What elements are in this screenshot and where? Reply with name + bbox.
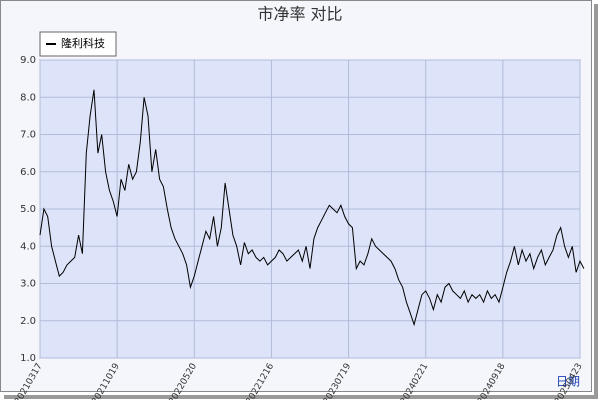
- y-tick-label: 4.0: [20, 241, 36, 252]
- y-tick-label: 1.0: [20, 353, 36, 364]
- y-tick-label: 5.0: [20, 204, 36, 215]
- y-tick-label: 9.0: [20, 55, 36, 66]
- shadow: [594, 4, 598, 399]
- line: [39, 89, 585, 327]
- x-axis-label: 日期: [556, 375, 580, 389]
- y-tick-label: 7.0: [20, 130, 36, 141]
- y-tick-label: 8.0: [20, 92, 36, 103]
- shadow: [4, 395, 598, 399]
- y-tick-label: 2.0: [20, 316, 36, 327]
- y-tick-label: 6.0: [20, 167, 36, 178]
- legend-label: 隆利科技: [61, 36, 105, 50]
- chart-title: 市净率 对比: [257, 5, 342, 24]
- y-tick-label: 3.0: [20, 279, 36, 290]
